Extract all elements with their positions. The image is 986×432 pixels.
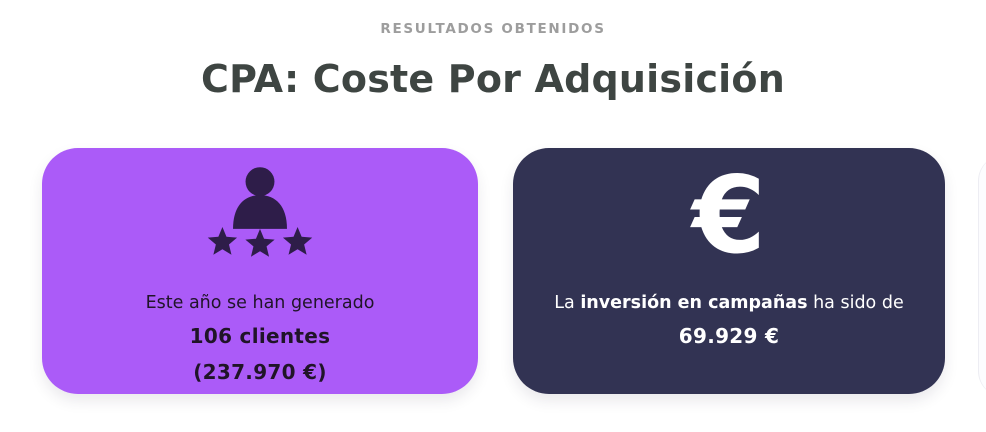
stat-cards-row: Este año se han generado 106 clientes (2…: [42, 148, 945, 394]
section-eyebrow: RESULTADOS OBTENIDOS: [380, 21, 606, 37]
investment-amount: 69.929 €: [678, 324, 780, 348]
investment-description-suffix: ha sido de: [807, 293, 904, 313]
euro-icon: €: [692, 162, 766, 270]
clients-description: Este año se han generado: [145, 293, 375, 313]
clients-count: 106 clientes: [189, 324, 331, 348]
clients-stat-card: Este año se han generado 106 clientes (2…: [42, 148, 478, 394]
page-title: CPA: Coste Por Adquisición: [201, 57, 785, 101]
euro-glyph: €: [692, 154, 766, 277]
partial-next-card: [978, 155, 986, 397]
person-with-three-stars-icon: [207, 164, 313, 261]
investment-description-prefix: La: [554, 293, 581, 313]
clients-revenue: (237.970 €): [193, 360, 327, 384]
investment-description-bold: inversión en campañas: [580, 293, 808, 313]
investment-stat-card: € La inversión en campañas ha sido de 69…: [513, 148, 945, 394]
investment-description: La inversión en campañas ha sido de: [554, 294, 903, 312]
